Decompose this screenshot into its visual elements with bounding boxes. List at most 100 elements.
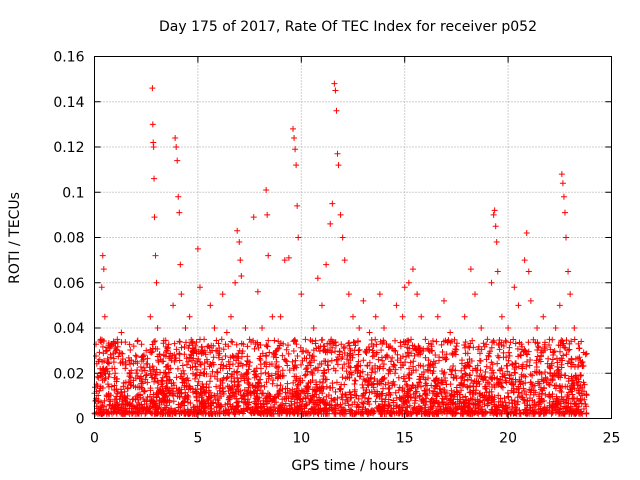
- data-point: [146, 405, 153, 412]
- data-point: [130, 360, 137, 367]
- data-point: [134, 338, 141, 345]
- data-point: [551, 372, 558, 379]
- data-point: [576, 345, 583, 352]
- data-point: [552, 325, 559, 331]
- data-point: [275, 405, 282, 412]
- data-point: [192, 386, 199, 393]
- data-point: [99, 252, 106, 259]
- data-point: [480, 377, 487, 384]
- data-point: [297, 344, 304, 351]
- data-point: [574, 355, 581, 362]
- data-point: [201, 360, 208, 367]
- data-point: [175, 401, 182, 408]
- data-point: [147, 313, 154, 320]
- data-point: [390, 361, 397, 368]
- data-point: [215, 352, 222, 359]
- data-point: [217, 377, 224, 384]
- data-point: [92, 397, 99, 404]
- data-point: [425, 409, 432, 416]
- data-point: [114, 390, 121, 397]
- data-point: [236, 409, 243, 416]
- data-point: [535, 409, 542, 416]
- y-tick-label: 0.14: [53, 95, 84, 111]
- data-point: [407, 359, 414, 366]
- data-point: [155, 406, 162, 413]
- data-point: [464, 350, 471, 357]
- data-point: [192, 342, 199, 349]
- data-point: [316, 387, 323, 394]
- data-point: [529, 383, 536, 390]
- data-point: [421, 410, 428, 417]
- data-point: [416, 373, 423, 380]
- data-point: [149, 363, 156, 370]
- data-point: [387, 343, 394, 350]
- data-point: [376, 365, 383, 372]
- data-point: [470, 344, 477, 351]
- data-point: [356, 325, 363, 331]
- data-point: [527, 357, 534, 364]
- data-point: [293, 341, 300, 348]
- data-point: [495, 379, 502, 386]
- data-point: [265, 252, 272, 259]
- data-point: [188, 357, 195, 364]
- data-point: [448, 371, 455, 378]
- data-point: [149, 410, 156, 417]
- data-point: [303, 355, 310, 362]
- data-point: [366, 389, 373, 396]
- data-point: [201, 336, 208, 343]
- data-point: [578, 390, 585, 397]
- data-point: [557, 348, 564, 355]
- data-point: [494, 375, 501, 382]
- data-point: [469, 367, 476, 374]
- data-point: [292, 146, 299, 153]
- data-point: [227, 385, 234, 392]
- data-point: [302, 336, 309, 343]
- data-point: [577, 397, 584, 404]
- data-point: [413, 388, 420, 395]
- data-point: [452, 351, 459, 358]
- data-point: [329, 384, 336, 391]
- data-point: [534, 325, 541, 331]
- data-point: [491, 207, 498, 214]
- data-point: [146, 364, 153, 371]
- data-point: [429, 370, 436, 377]
- data-point: [345, 402, 352, 409]
- data-point: [408, 369, 415, 376]
- data-point: [428, 347, 435, 354]
- data-point: [571, 400, 578, 407]
- data-point: [346, 339, 353, 346]
- data-point: [508, 403, 515, 410]
- data-point: [546, 400, 553, 407]
- data-point: [193, 350, 200, 357]
- data-point: [176, 338, 183, 345]
- data-point: [468, 357, 475, 364]
- data-point: [392, 389, 399, 396]
- data-point: [427, 404, 434, 411]
- data-point: [98, 373, 105, 380]
- data-point: [472, 409, 479, 416]
- data-point: [384, 407, 391, 414]
- data-point: [433, 382, 440, 389]
- data-point: [403, 381, 410, 388]
- data-point: [481, 392, 488, 399]
- data-point: [190, 347, 197, 354]
- data-point: [387, 368, 394, 375]
- data-point: [350, 339, 357, 346]
- data-point: [376, 403, 383, 410]
- data-point: [323, 408, 330, 415]
- data-point: [480, 340, 487, 347]
- data-point: [411, 405, 418, 412]
- data-point: [523, 410, 530, 417]
- data-point: [227, 313, 234, 320]
- data-point: [444, 401, 451, 408]
- data-point: [450, 362, 457, 369]
- data-point: [315, 402, 322, 409]
- data-point: [575, 361, 582, 368]
- data-point: [493, 239, 500, 246]
- data-point: [568, 410, 575, 417]
- data-point: [546, 363, 553, 370]
- data-point: [294, 382, 301, 389]
- data-point: [546, 382, 553, 389]
- data-point: [298, 361, 305, 368]
- data-point: [102, 370, 109, 377]
